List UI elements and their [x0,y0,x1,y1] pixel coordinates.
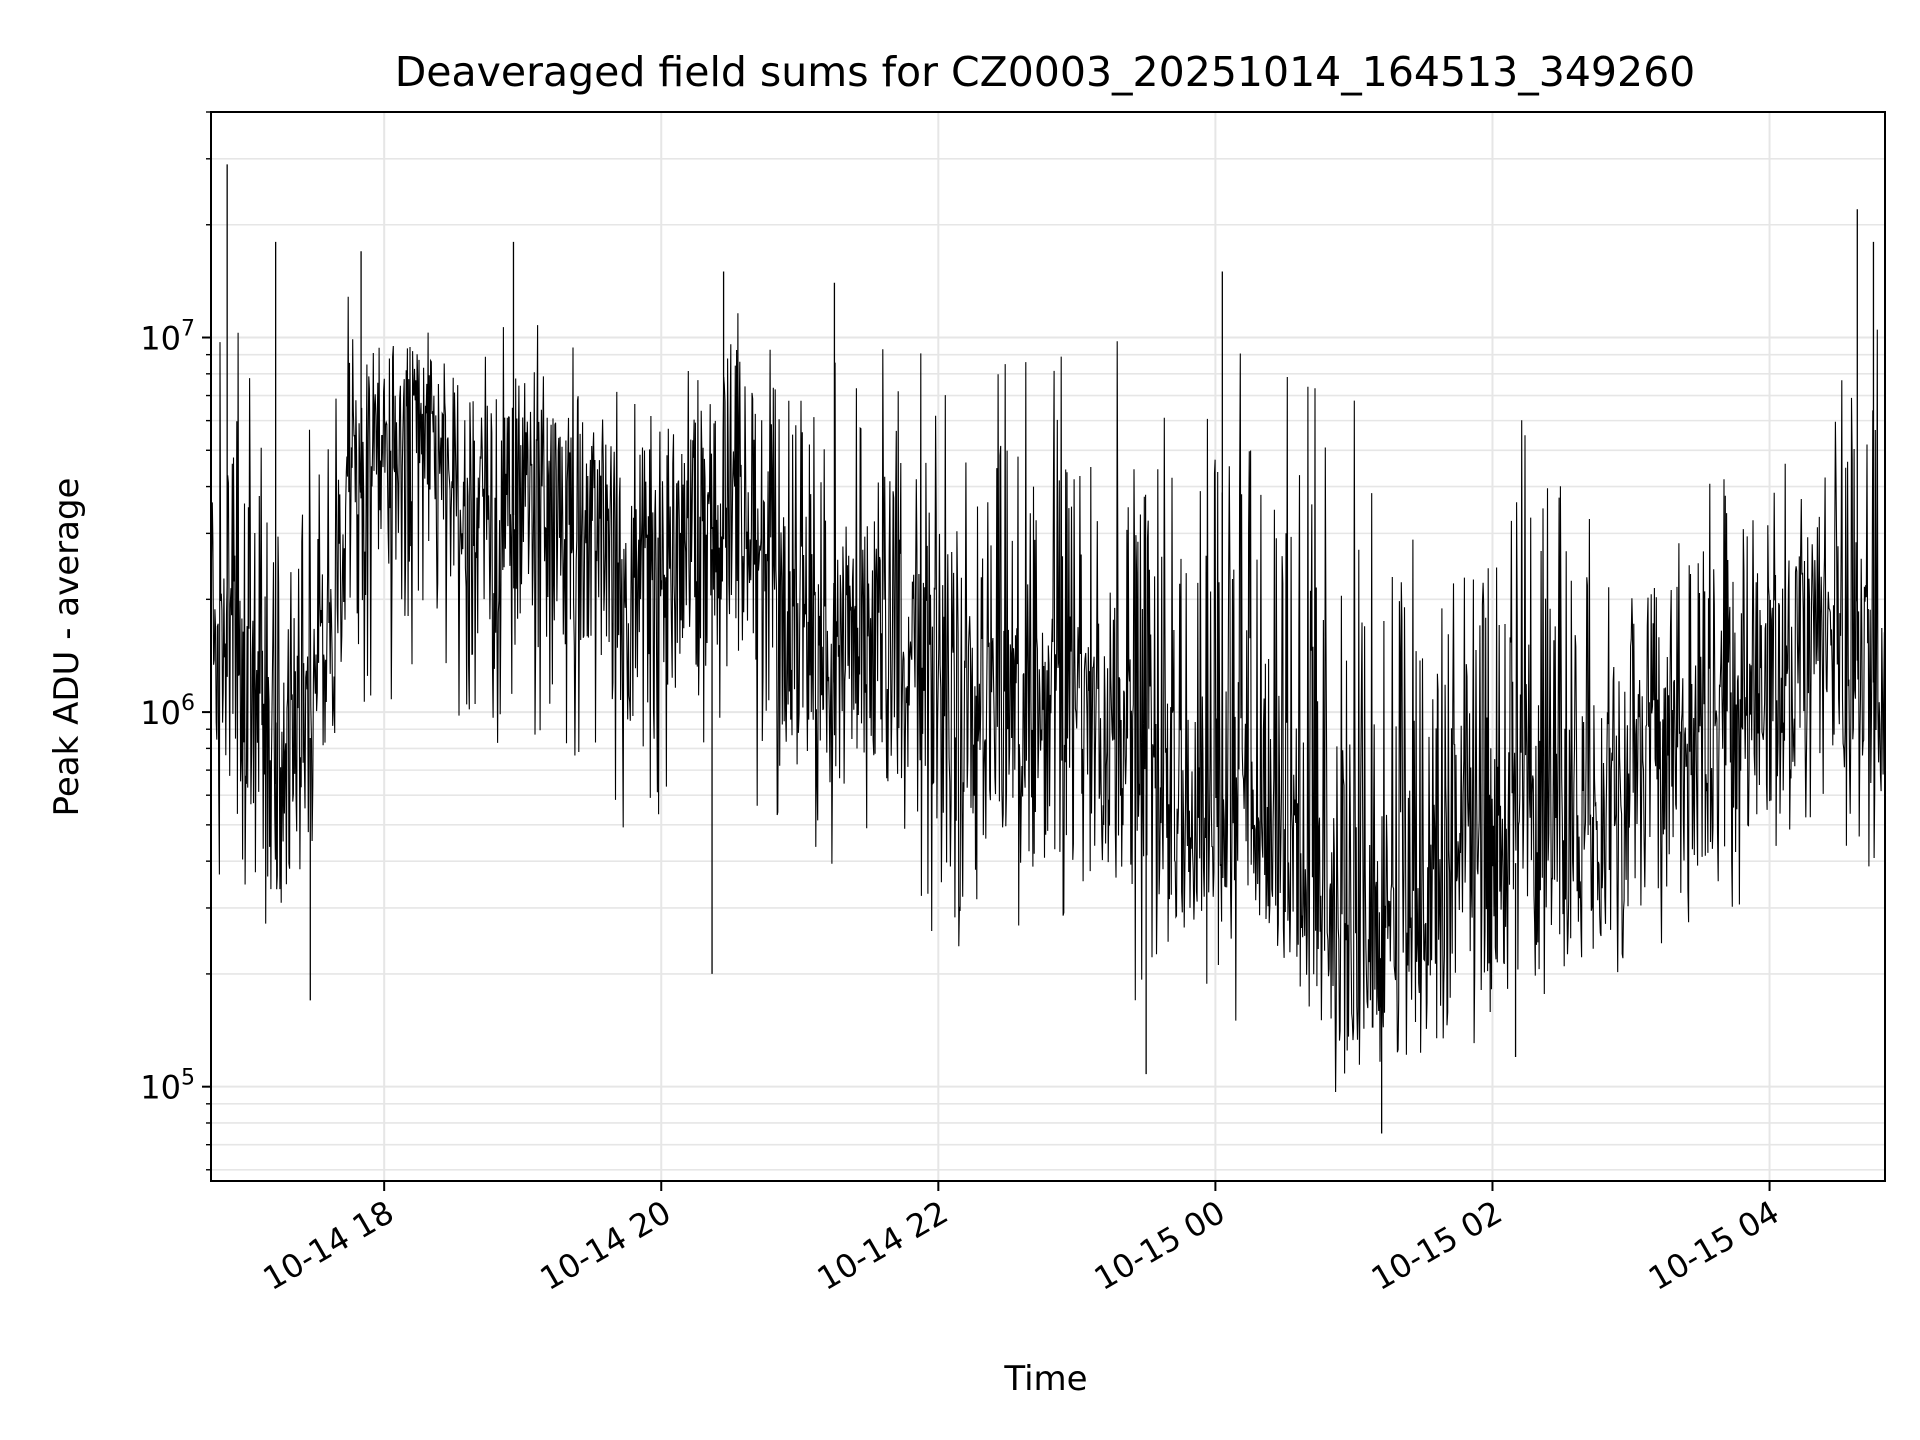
y-axis-label: Peak ADU - average [47,478,87,817]
y-tick-exponent: 5 [181,1066,195,1091]
data-series-line [210,296,1886,1093]
y-tick-exponent: 6 [181,691,195,716]
y-tick-base: 10 [140,1069,181,1107]
y-tick-label: 106 [140,691,195,732]
chart-title: Deaveraged field sums for CZ0003_2025101… [395,48,1696,96]
y-tick-label: 107 [140,317,195,358]
axes-frame [210,111,1886,1182]
y-tick-base: 10 [140,694,181,732]
y-tick-base: 10 [140,320,181,358]
x-axis-label: Time [1003,1359,1087,1399]
y-tick-exponent: 7 [181,317,195,342]
plot-area [210,164,1886,1134]
y-tick-label: 105 [140,1066,195,1107]
